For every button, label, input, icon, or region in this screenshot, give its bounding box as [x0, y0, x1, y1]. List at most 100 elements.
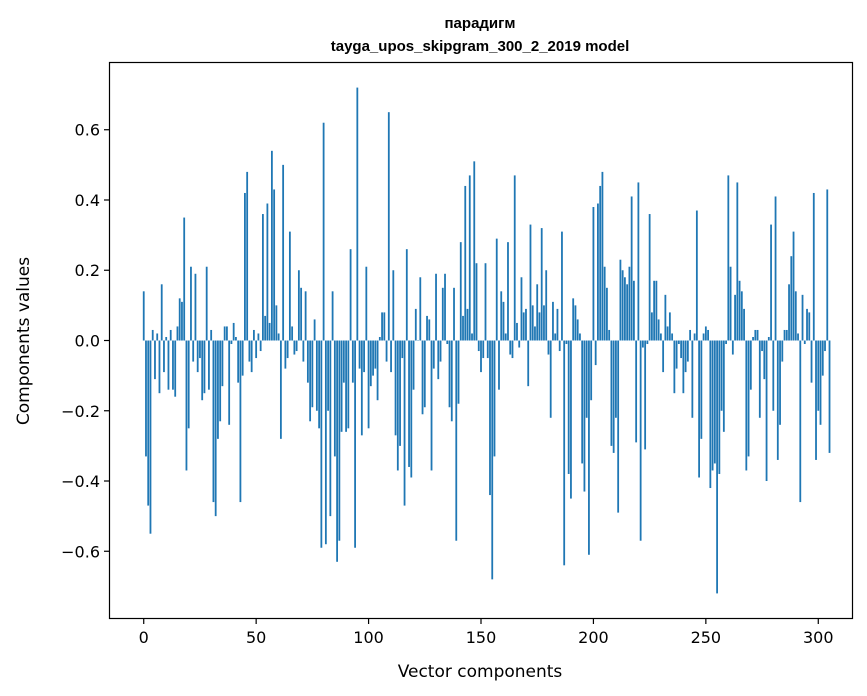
- bar-35: [221, 340, 224, 387]
- bar-282: [776, 340, 779, 460]
- bar-213: [621, 270, 624, 341]
- bar-266: [740, 291, 743, 341]
- bar-99: [365, 266, 368, 341]
- bar-67: [293, 340, 296, 355]
- bar-102: [372, 340, 374, 376]
- bar-33: [217, 340, 219, 439]
- bar-173: [531, 305, 534, 341]
- bar-187: [563, 340, 566, 566]
- bar-297: [810, 340, 813, 383]
- bar-82: [327, 340, 329, 411]
- bar-296: [808, 312, 811, 341]
- bar-28: [205, 266, 208, 341]
- bar-112: [394, 340, 397, 436]
- bar-235: [671, 333, 674, 341]
- bar-38: [228, 340, 231, 425]
- bar-151: [482, 340, 485, 359]
- bar-229: [657, 319, 660, 341]
- bar-245: [693, 333, 696, 341]
- bar-49: [253, 329, 255, 341]
- bar-1: [145, 340, 147, 457]
- bar-130: [435, 273, 437, 341]
- bar-154: [489, 340, 491, 496]
- bar-79: [320, 340, 323, 548]
- bar-193: [576, 319, 579, 341]
- bar-263: [734, 294, 736, 341]
- bar-191: [572, 298, 575, 341]
- x-tick-label-200: 200: [578, 628, 609, 647]
- bar-177: [540, 228, 543, 341]
- bar-21: [190, 266, 192, 341]
- bar-20: [187, 340, 190, 429]
- bar-242: [686, 340, 689, 362]
- bar-3: [149, 340, 152, 534]
- bar-189: [567, 340, 570, 474]
- y-tick-label-2: −0.2: [61, 402, 100, 421]
- y-tick-label-0: −0.6: [61, 542, 100, 561]
- bar-89: [342, 340, 345, 383]
- bar-108: [385, 340, 388, 362]
- bar-series: [142, 87, 831, 594]
- bar-149: [477, 340, 480, 352]
- bar-182: [552, 301, 554, 341]
- bar-253: [711, 340, 714, 471]
- bar-48: [250, 340, 253, 373]
- bar-255: [716, 340, 718, 594]
- bar-66: [291, 326, 294, 341]
- bar-170: [525, 308, 527, 341]
- bar-157: [495, 238, 498, 341]
- bar-305: [828, 340, 831, 453]
- bar-37: [226, 326, 228, 341]
- bar-303: [824, 340, 826, 352]
- bar-148: [475, 263, 478, 341]
- bar-8: [160, 284, 163, 341]
- bar-156: [493, 340, 496, 457]
- x-tick-label-250: 250: [691, 628, 722, 647]
- bar-120: [412, 340, 415, 390]
- bar-137: [450, 340, 453, 422]
- bar-208: [610, 340, 613, 446]
- y-axis-label: Components values: [14, 257, 34, 425]
- bar-180: [547, 340, 550, 355]
- bar-68: [295, 340, 298, 352]
- bar-155: [491, 340, 494, 580]
- bar-256: [718, 340, 721, 474]
- bar-211: [617, 340, 620, 513]
- bar-204: [601, 171, 604, 341]
- bar-88: [340, 340, 343, 432]
- bar-159: [500, 291, 503, 341]
- bar-143: [464, 185, 467, 341]
- bar-56: [268, 322, 271, 341]
- bar-281: [774, 196, 777, 341]
- bar-167: [518, 340, 521, 348]
- bar-125: [423, 340, 426, 408]
- bar-47: [248, 340, 251, 362]
- bar-65: [288, 231, 291, 341]
- y-tick-label-1: −0.4: [61, 472, 100, 491]
- bar-224: [646, 340, 649, 345]
- bar-7: [158, 340, 161, 394]
- bar-2: [147, 340, 150, 506]
- bar-51: [257, 333, 260, 341]
- bar-184: [556, 308, 559, 341]
- bar-164: [511, 340, 514, 359]
- bar-57: [270, 150, 273, 341]
- chart-title-line-1: парадигм: [445, 15, 516, 32]
- bar-132: [439, 340, 442, 362]
- bar-17: [181, 301, 183, 341]
- bar-4: [151, 329, 154, 341]
- bar-106: [381, 312, 383, 341]
- bar-201: [594, 340, 597, 366]
- bar-145: [468, 175, 471, 341]
- bar-175: [536, 284, 539, 341]
- bar-29: [208, 340, 210, 390]
- bar-103: [374, 340, 377, 369]
- bar-232: [664, 294, 667, 341]
- bar-217: [630, 196, 633, 341]
- bar-300: [817, 340, 820, 411]
- bar-113: [396, 340, 399, 471]
- bar-214: [624, 277, 626, 341]
- bar-206: [606, 287, 608, 341]
- bar-150: [480, 340, 482, 373]
